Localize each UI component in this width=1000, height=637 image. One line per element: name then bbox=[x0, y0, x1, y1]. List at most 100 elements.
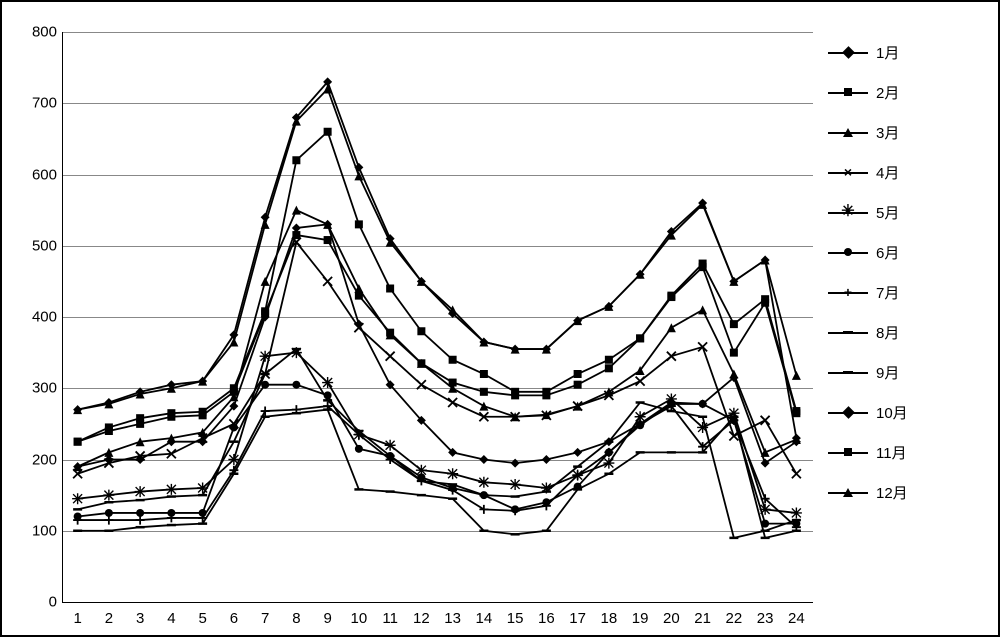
marker-x bbox=[448, 398, 457, 407]
legend-label: 5月 bbox=[876, 202, 899, 223]
legend-swatch bbox=[828, 403, 868, 421]
legend-swatch bbox=[828, 123, 868, 141]
marker-asterisk bbox=[603, 458, 614, 469]
marker-square bbox=[199, 411, 207, 419]
x-axis-tick: 9 bbox=[323, 610, 331, 627]
marker-circle bbox=[355, 445, 363, 453]
marker-asterisk bbox=[447, 468, 458, 479]
dash-icon bbox=[843, 371, 853, 374]
series-line-11月 bbox=[78, 235, 797, 442]
marker-square bbox=[324, 128, 332, 136]
x-axis-tick: 10 bbox=[351, 610, 368, 627]
marker-plus bbox=[136, 516, 145, 525]
marker-square bbox=[355, 220, 363, 228]
triangle-icon bbox=[843, 488, 853, 497]
legend-item: 3月 bbox=[828, 112, 978, 152]
marker-asterisk bbox=[791, 507, 802, 518]
marker-x bbox=[761, 416, 770, 425]
legend-item: 6月 bbox=[828, 232, 978, 272]
marker-x bbox=[636, 377, 645, 386]
x-axis-tick: 17 bbox=[569, 610, 586, 627]
marker-asterisk bbox=[72, 493, 83, 504]
marker-triangle bbox=[792, 435, 801, 444]
legend-item: × 4月 bbox=[828, 152, 978, 192]
marker-square bbox=[105, 427, 113, 435]
marker-square bbox=[480, 388, 488, 396]
y-axis-tick: 700 bbox=[12, 95, 57, 112]
x-axis-tick: 14 bbox=[476, 610, 493, 627]
marker-square bbox=[667, 293, 675, 301]
series-line-6月 bbox=[78, 385, 797, 524]
marker-square bbox=[574, 370, 582, 378]
x-axis-tick: 13 bbox=[444, 610, 461, 627]
legend-label: 9月 bbox=[876, 362, 899, 383]
marker-square bbox=[730, 320, 738, 328]
marker-triangle bbox=[729, 370, 738, 379]
x-axis-tick: 18 bbox=[601, 610, 618, 627]
legend-label: 4月 bbox=[876, 162, 899, 183]
legend-item: 9月 bbox=[828, 352, 978, 392]
marker-circle bbox=[292, 381, 300, 389]
legend-item: 1月 bbox=[828, 32, 978, 72]
x-axis-tick: 16 bbox=[538, 610, 555, 627]
legend-swatch bbox=[828, 243, 868, 261]
marker-asterisk bbox=[166, 484, 177, 495]
marker-asterisk bbox=[322, 377, 333, 388]
asterisk-icon: ✳ bbox=[841, 208, 854, 216]
marker-square bbox=[542, 391, 550, 399]
series-line-7月 bbox=[78, 406, 797, 527]
marker-triangle bbox=[261, 277, 270, 286]
marker-square bbox=[636, 334, 644, 342]
x-axis-tick: 2 bbox=[105, 610, 113, 627]
legend-swatch: × bbox=[828, 163, 868, 181]
legend-item: 11月 bbox=[828, 432, 978, 472]
marker-square bbox=[449, 356, 457, 364]
marker-square bbox=[261, 309, 269, 317]
marker-plus bbox=[104, 516, 113, 525]
marker-triangle bbox=[667, 323, 676, 332]
marker-square bbox=[292, 156, 300, 164]
legend-item: ✳ 5月 bbox=[828, 192, 978, 232]
legend-item: 2月 bbox=[828, 72, 978, 112]
marker-x bbox=[792, 469, 801, 478]
marker-square bbox=[480, 370, 488, 378]
chart-svg bbox=[62, 32, 812, 602]
y-axis-tick: 500 bbox=[12, 237, 57, 254]
marker-square bbox=[386, 285, 394, 293]
x-axis-tick: 11 bbox=[382, 610, 398, 627]
marker-triangle bbox=[792, 371, 801, 380]
x-axis-tick: 6 bbox=[230, 610, 238, 627]
marker-diamond bbox=[573, 448, 582, 457]
legend-label: 7月 bbox=[876, 282, 899, 303]
x-icon: × bbox=[844, 165, 852, 179]
marker-diamond bbox=[479, 455, 488, 464]
x-axis-tick: 1 bbox=[73, 610, 81, 627]
x-axis-tick: 20 bbox=[663, 610, 680, 627]
diamond-icon bbox=[842, 406, 855, 419]
marker-diamond bbox=[354, 320, 363, 329]
x-axis-tick: 8 bbox=[292, 610, 300, 627]
marker-square bbox=[292, 231, 300, 239]
legend: 1月2月3月×4月✳5月6月+7月8月9月10月11月12月 bbox=[828, 32, 978, 512]
legend-item: +7月 bbox=[828, 272, 978, 312]
marker-square bbox=[574, 381, 582, 389]
plus-icon: + bbox=[844, 285, 852, 299]
marker-diamond bbox=[542, 455, 551, 464]
y-axis-tick: 300 bbox=[12, 380, 57, 397]
legend-swatch bbox=[828, 443, 868, 461]
marker-square bbox=[792, 409, 800, 417]
marker-triangle bbox=[292, 206, 301, 215]
marker-square bbox=[605, 356, 613, 364]
legend-label: 11月 bbox=[876, 442, 907, 463]
legend-label: 10月 bbox=[876, 402, 908, 423]
marker-x bbox=[386, 352, 395, 361]
square-icon bbox=[844, 448, 852, 456]
x-axis-tick: 21 bbox=[694, 610, 711, 627]
legend-swatch: + bbox=[828, 283, 868, 301]
marker-square bbox=[167, 413, 175, 421]
diamond-icon bbox=[842, 46, 855, 59]
x-axis-tick: 3 bbox=[136, 610, 144, 627]
legend-label: 1月 bbox=[876, 42, 899, 63]
marker-square bbox=[511, 391, 519, 399]
series-line-2月 bbox=[78, 132, 797, 442]
